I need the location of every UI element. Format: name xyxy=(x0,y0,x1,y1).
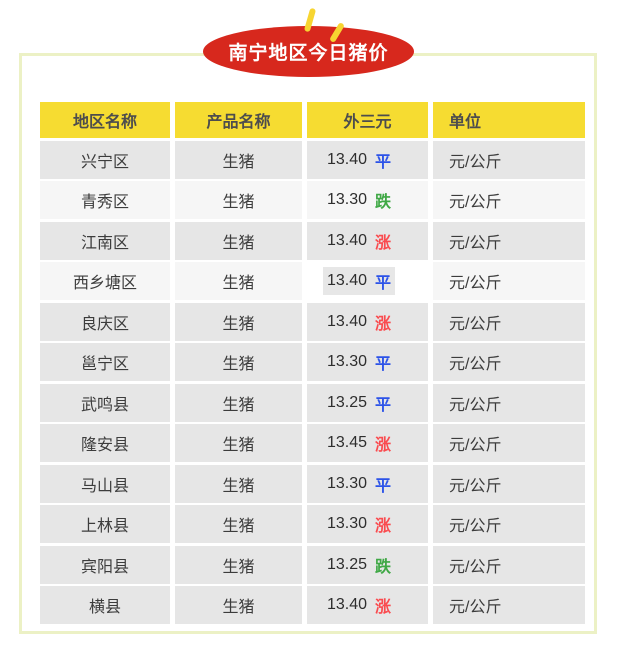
trend-indicator: 平 xyxy=(375,153,392,171)
unit-cell: 元/公斤 xyxy=(433,302,585,341)
price-value: 13.25 跌 xyxy=(323,551,395,579)
product-cell: 生猪 xyxy=(175,140,302,179)
price-value: 13.30 跌 xyxy=(323,186,395,214)
price-number: 13.40 xyxy=(327,312,368,330)
unit-cell: 元/公斤 xyxy=(433,181,585,219)
price-cell: 13.40 平 xyxy=(307,140,428,179)
region-cell: 青秀区 xyxy=(40,181,170,219)
price-cell: 13.30 平 xyxy=(307,343,428,381)
price-number: 13.40 xyxy=(327,150,368,168)
price-value: 13.25 平 xyxy=(323,389,395,417)
price-table: 地区名称 产品名称 外三元 单位 兴宁区 生猪 13.40 平元/公斤 青秀区 生猪 13.… xyxy=(40,102,585,624)
product-cell: 生猪 xyxy=(175,181,302,219)
price-cell: 13.40 涨 xyxy=(307,586,428,624)
product-cell: 生猪 xyxy=(175,221,302,260)
product-cell: 生猪 xyxy=(175,464,302,503)
product-cell: 生猪 xyxy=(175,302,302,341)
unit-cell: 元/公斤 xyxy=(433,383,585,422)
price-value: 13.40 平 xyxy=(323,267,396,295)
trend-indicator: 跌 xyxy=(375,194,392,211)
price-cell: 13.25 平 xyxy=(307,383,428,422)
price-number: 13.30 xyxy=(327,515,368,532)
price-number: 13.40 xyxy=(327,231,368,249)
trend-indicator: 涨 xyxy=(375,599,392,616)
product-cell: 生猪 xyxy=(175,586,302,624)
product-cell: 生猪 xyxy=(175,424,302,462)
trend-indicator: 涨 xyxy=(375,437,392,454)
unit-cell: 元/公斤 xyxy=(433,140,585,179)
trend-indicator: 涨 xyxy=(375,518,392,535)
product-cell: 生猪 xyxy=(175,505,302,543)
trend-indicator: 平 xyxy=(375,275,392,292)
region-cell: 良庆区 xyxy=(40,302,170,341)
unit-cell: 元/公斤 xyxy=(433,505,585,543)
price-number: 13.25 xyxy=(327,555,368,573)
unit-cell: 元/公斤 xyxy=(433,424,585,462)
price-cell: 13.40 涨 xyxy=(307,221,428,260)
price-value: 13.40 涨 xyxy=(323,591,395,619)
region-cell: 兴宁区 xyxy=(40,140,170,179)
region-cell: 邕宁区 xyxy=(40,343,170,381)
header-price: 外三元 xyxy=(307,102,428,138)
price-value: 13.40 涨 xyxy=(323,227,395,255)
product-cell: 生猪 xyxy=(175,343,302,381)
price-value: 13.30 平 xyxy=(323,348,395,376)
trend-indicator: 平 xyxy=(375,356,392,373)
region-cell: 横县 xyxy=(40,586,170,624)
unit-cell: 元/公斤 xyxy=(433,221,585,260)
price-cell: 13.40 平 xyxy=(307,262,428,300)
price-value: 13.30 涨 xyxy=(323,510,395,538)
price-cell: 13.25 跌 xyxy=(307,545,428,584)
region-cell: 西乡塘区 xyxy=(40,262,170,300)
region-cell: 江南区 xyxy=(40,221,170,260)
product-cell: 生猪 xyxy=(175,262,302,300)
unit-cell: 元/公斤 xyxy=(433,586,585,624)
price-value: 13.30 平 xyxy=(323,470,395,498)
price-number: 13.25 xyxy=(327,393,368,411)
unit-cell: 元/公斤 xyxy=(433,343,585,381)
product-cell: 生猪 xyxy=(175,383,302,422)
trend-indicator: 涨 xyxy=(375,315,392,333)
price-cell: 13.45 涨 xyxy=(307,424,428,462)
price-number: 13.45 xyxy=(327,434,368,451)
region-cell: 上林县 xyxy=(40,505,170,543)
page-title: 南宁地区今日猪价 xyxy=(228,43,389,64)
region-cell: 隆安县 xyxy=(40,424,170,462)
region-cell: 宾阳县 xyxy=(40,545,170,584)
price-cell: 13.40 涨 xyxy=(307,302,428,341)
unit-cell: 元/公斤 xyxy=(433,262,585,300)
price-number: 13.40 xyxy=(327,596,368,613)
region-cell: 武鸣县 xyxy=(40,383,170,422)
price-cell: 13.30 跌 xyxy=(307,181,428,219)
price-value: 13.40 涨 xyxy=(323,308,395,336)
region-cell: 马山县 xyxy=(40,464,170,503)
price-number: 13.30 xyxy=(327,353,368,370)
product-cell: 生猪 xyxy=(175,545,302,584)
price-cell: 13.30 涨 xyxy=(307,505,428,543)
header-product: 产品名称 xyxy=(175,102,302,138)
trend-indicator: 跌 xyxy=(375,558,392,576)
unit-cell: 元/公斤 xyxy=(433,545,585,584)
price-number: 13.30 xyxy=(327,191,368,208)
trend-indicator: 涨 xyxy=(375,234,392,252)
header-region: 地区名称 xyxy=(40,102,170,138)
price-value: 13.45 涨 xyxy=(323,429,395,457)
title-banner: 南宁地区今日猪价 xyxy=(203,26,414,77)
price-number: 13.30 xyxy=(327,474,368,492)
header-unit: 单位 xyxy=(433,102,585,138)
price-cell: 13.30 平 xyxy=(307,464,428,503)
price-value: 13.40 平 xyxy=(323,146,395,174)
trend-indicator: 平 xyxy=(375,396,392,414)
unit-cell: 元/公斤 xyxy=(433,464,585,503)
price-number: 13.40 xyxy=(327,272,368,289)
trend-indicator: 平 xyxy=(375,477,392,495)
